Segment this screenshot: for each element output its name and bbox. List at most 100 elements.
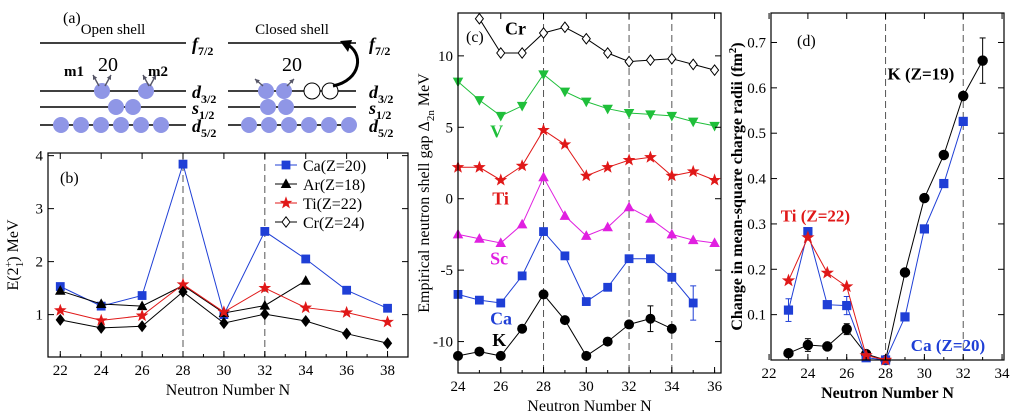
x-tick-label: 26	[493, 379, 509, 395]
data-point	[258, 281, 272, 294]
x-tick-label: 28	[878, 366, 893, 382]
y-tick-label: 1	[36, 308, 44, 324]
data-point	[495, 237, 507, 248]
x-tick-label: 30	[216, 363, 231, 379]
data-point	[342, 285, 352, 295]
orbital-letter: s	[191, 98, 199, 118]
data-point	[559, 210, 571, 220]
y-label-sup: 2	[727, 47, 739, 53]
data-point	[54, 285, 66, 295]
y-label-tail: ) MeV	[5, 219, 22, 262]
data-point	[801, 230, 815, 244]
data-point	[342, 327, 352, 340]
y-tick-label: 0	[446, 192, 454, 208]
legend-marker	[281, 160, 291, 170]
series-ti-z-22-	[53, 277, 394, 328]
data-point	[900, 312, 910, 322]
particle-circle	[125, 99, 141, 115]
open-shell-level-label-3: d5/2	[192, 116, 216, 140]
y-axis-label: E(2+1) MeV	[3, 219, 26, 290]
data-point	[977, 55, 988, 66]
data-point	[709, 121, 720, 132]
x-axis-label: Neutron Number N	[527, 398, 652, 412]
legend: Ca(Z=20) Ar(Z=18) Ti(Z=22) Cr(Z=24)	[275, 158, 366, 232]
data-point	[644, 150, 657, 163]
series-label: K	[492, 330, 506, 350]
y-label-main: E(2	[5, 267, 22, 290]
data-point	[708, 173, 721, 186]
data-point	[494, 173, 508, 186]
y-tick-label: 10	[438, 49, 453, 65]
data-point	[623, 201, 635, 212]
data-point	[958, 116, 968, 127]
particle-circle	[278, 99, 294, 115]
data-point	[516, 101, 528, 112]
y-tick-label: 5	[446, 120, 454, 136]
series-k	[452, 289, 677, 361]
data-point	[474, 12, 485, 25]
data-point	[783, 347, 794, 359]
x-tick-label: 32	[956, 366, 971, 382]
orbital-letter: f	[192, 34, 200, 54]
data-point	[178, 285, 188, 298]
data-point	[55, 313, 65, 326]
legend-entry: Ti(Z=22)	[303, 196, 362, 213]
data-point	[579, 169, 593, 182]
legend-entry: Ca(Z=20)	[303, 158, 366, 175]
series-v	[452, 70, 720, 132]
y-axis-label: Empirical neutron shell gap Δ2n MeV	[416, 73, 437, 313]
x-tick-label: 36	[339, 363, 355, 379]
orbital-letter: d	[369, 116, 379, 136]
series-ti	[451, 123, 721, 186]
data-point	[939, 178, 949, 189]
series-label: K (Z=19)	[888, 65, 955, 84]
data-point	[260, 308, 270, 321]
orbital-j: 3/2	[201, 92, 216, 106]
m2-label: m2	[148, 64, 168, 80]
data-point	[517, 271, 527, 281]
closed-shell-level-label-0: f7/2	[369, 34, 390, 58]
data-point	[602, 336, 613, 347]
particle-circle	[113, 117, 129, 133]
data-point	[842, 300, 852, 311]
excitation-arrow	[332, 42, 360, 88]
data-point	[666, 228, 678, 239]
y-axis-label: Change in mean-square charge radii (fm2)	[727, 42, 746, 330]
y-tick-label: 4	[36, 149, 44, 165]
spin-arrow-head	[255, 79, 260, 84]
spin-arrow-head	[106, 75, 112, 80]
panel-label: (d)	[797, 33, 816, 50]
data-point	[840, 279, 854, 293]
data-point	[602, 104, 613, 115]
data-point	[537, 123, 550, 136]
data-point	[957, 90, 969, 102]
x-tick-label: 34	[298, 363, 314, 379]
data-point	[539, 227, 548, 236]
x-tick-label: 30	[579, 379, 594, 395]
data-point	[624, 254, 634, 264]
particle-circle	[321, 117, 337, 133]
data-point	[219, 317, 229, 330]
closed-shell-level-label-2: s1/2	[368, 98, 391, 122]
data-point	[538, 26, 549, 40]
data-point	[645, 110, 656, 121]
orbital-j: 5/2	[201, 126, 216, 140]
data-point	[802, 339, 814, 351]
data-point	[516, 218, 528, 229]
data-point	[645, 213, 656, 223]
particle-circle	[93, 117, 109, 133]
data-point	[645, 313, 656, 324]
y-tick-label: 0.6	[747, 81, 766, 97]
data-point	[687, 234, 699, 245]
series-cr-z-24-	[55, 285, 393, 350]
data-point	[624, 55, 634, 68]
x-tick-label: 36	[707, 379, 723, 395]
data-point	[301, 254, 311, 264]
y-tick-label: 0.4	[747, 172, 766, 188]
x-tick-label: 34	[995, 366, 1011, 382]
series-label: Cr	[505, 18, 526, 38]
series-label: Sc	[490, 248, 508, 268]
data-point	[624, 319, 635, 330]
particle-circle	[133, 117, 149, 133]
particle-circle	[138, 83, 154, 99]
